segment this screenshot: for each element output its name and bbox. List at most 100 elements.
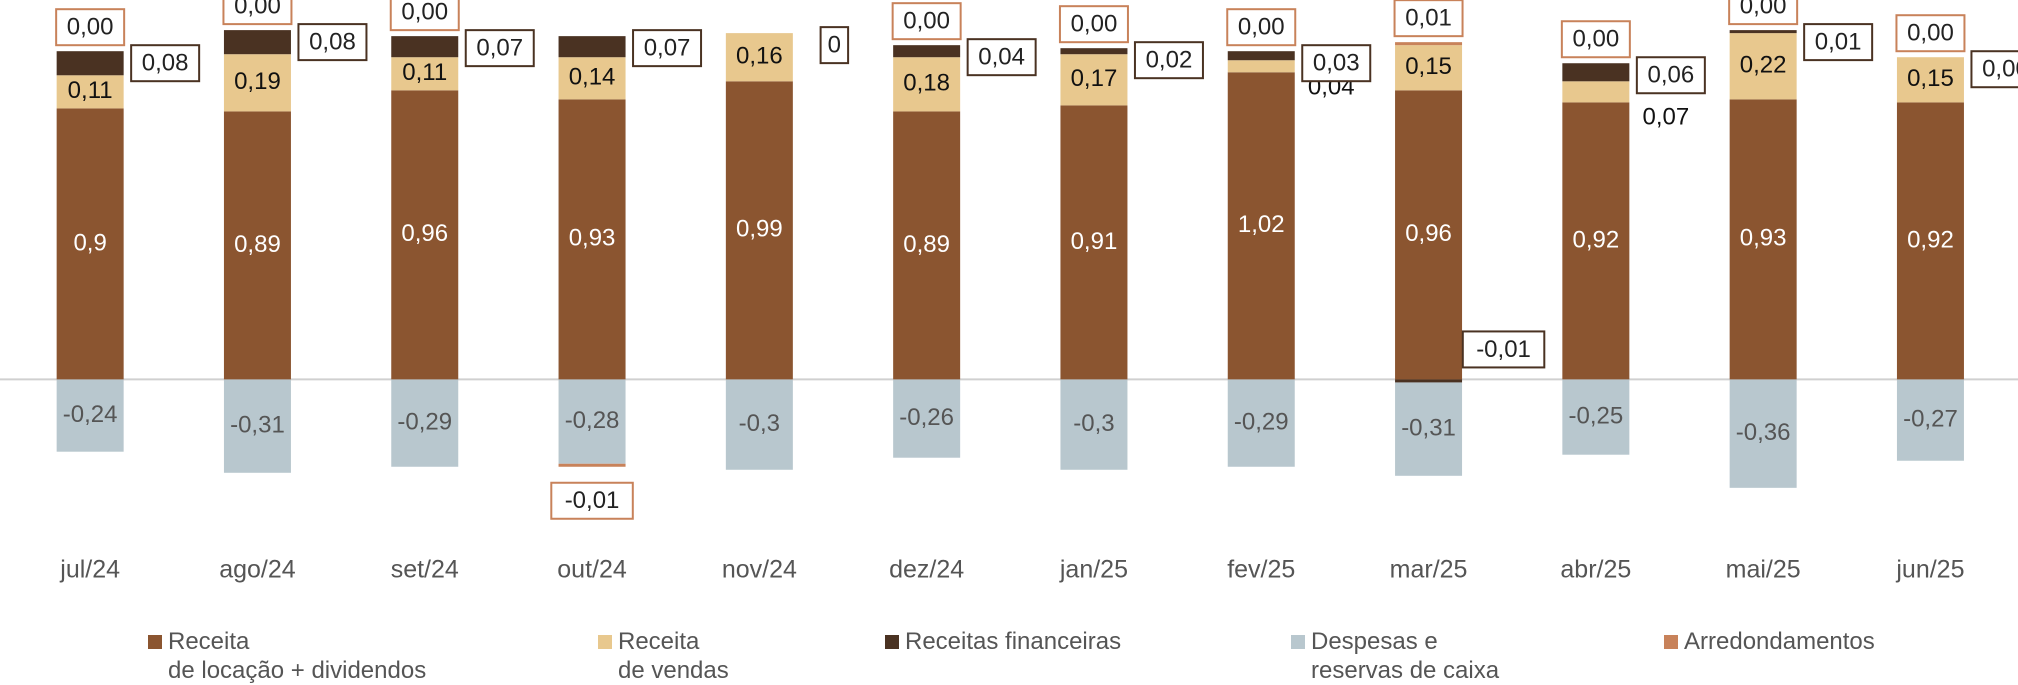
- legend-label: Arredondamentos: [1684, 628, 1875, 655]
- data-label: 0,00: [234, 0, 281, 19]
- legend-label: Receita de vendas: [618, 628, 729, 684]
- data-label: 0,07: [644, 34, 691, 61]
- bar-segment: [1729, 33, 1797, 100]
- bar-segment: [1562, 63, 1630, 82]
- bar-segment: [223, 111, 291, 380]
- label-box: [1301, 44, 1372, 83]
- data-label: 0,18: [903, 70, 950, 97]
- data-label: -0,36: [1736, 419, 1791, 446]
- data-label: 0,22: [1740, 52, 1787, 79]
- data-label: 0,00: [1907, 20, 1954, 47]
- data-label: 0,08: [142, 50, 189, 77]
- label-box: [1635, 56, 1706, 95]
- legend-item: Despesas e reservas de caixa: [1291, 627, 1499, 685]
- data-label: 0,16: [736, 43, 783, 70]
- data-label: -0,01: [565, 487, 620, 514]
- data-label: 0,99: [736, 216, 783, 243]
- legend-swatch: [148, 635, 162, 649]
- label-box: [1970, 50, 2018, 89]
- legend-label: Receita de locação + dividendos: [168, 628, 427, 684]
- data-label: 0,07: [1642, 104, 1689, 131]
- data-label: 0,01: [1405, 5, 1452, 32]
- data-label: 0,03: [1313, 50, 1360, 77]
- label-box: [891, 2, 962, 41]
- x-tick-label: ago/24: [219, 556, 296, 584]
- label-box: [1058, 5, 1129, 44]
- data-label: -0,29: [397, 408, 452, 435]
- data-label: 0,19: [234, 68, 281, 95]
- bar-segment: [1395, 379, 1463, 383]
- bar-segment: [725, 81, 793, 380]
- bar-segment: [1395, 45, 1463, 91]
- data-label: 0,00: [903, 8, 950, 35]
- label-box: [1226, 8, 1297, 47]
- data-label: -0,31: [230, 411, 285, 438]
- bar-segment: [1562, 102, 1630, 380]
- bar-segment: [558, 379, 626, 464]
- label-box: [1728, 0, 1799, 26]
- data-label: -0,31: [1401, 414, 1456, 441]
- bar-segment: [1562, 81, 1630, 103]
- data-label: -0,28: [565, 407, 620, 434]
- x-tick-label: fev/25: [1227, 556, 1295, 584]
- label-box: [1895, 14, 1966, 53]
- label-box: [1803, 23, 1874, 62]
- bar-segment: [558, 463, 626, 467]
- bar-segment: [1729, 30, 1797, 34]
- label-box: [819, 26, 850, 65]
- data-label: 0,96: [401, 220, 448, 247]
- data-label: 0,07: [476, 34, 523, 61]
- legend-swatch: [598, 635, 612, 649]
- label-box: [966, 38, 1037, 77]
- legend-item: Receita de vendas: [598, 627, 729, 685]
- x-tick-label: out/24: [557, 556, 627, 584]
- data-label: 0: [828, 31, 841, 58]
- bar-segment: [391, 36, 459, 58]
- data-label: 0,11: [402, 59, 447, 86]
- bar-segment: [391, 379, 459, 467]
- bar-segment: [893, 111, 961, 380]
- data-label: -0,29: [1234, 408, 1289, 435]
- data-label: 0,91: [1071, 228, 1118, 255]
- bar-segment: [1227, 60, 1295, 73]
- label-box: [632, 29, 703, 68]
- x-tick-label: jul/24: [59, 556, 120, 584]
- data-label: 0,89: [903, 231, 950, 258]
- data-label: 0,11: [68, 77, 113, 104]
- data-label: 0,01: [1815, 28, 1862, 55]
- data-label: 0,92: [1572, 226, 1619, 253]
- legend-swatch: [1291, 635, 1305, 649]
- x-tick-label: nov/24: [722, 556, 797, 584]
- data-label: 0,02: [1146, 47, 1193, 74]
- data-label: 0,08: [309, 28, 356, 55]
- x-tick-label: jan/25: [1059, 556, 1128, 584]
- bar-segment: [1896, 57, 1964, 103]
- label-box: [389, 0, 460, 32]
- data-label: 0,14: [569, 64, 616, 91]
- legend-label: Receitas financeiras: [905, 628, 1122, 655]
- data-label: 0,00: [1572, 26, 1619, 53]
- label-box: [297, 23, 368, 62]
- legend-label: Despesas e reservas de caixa: [1311, 628, 1500, 684]
- x-tick-label: abr/25: [1560, 556, 1631, 584]
- bar-segment: [1227, 72, 1295, 380]
- bar-segment: [223, 379, 291, 473]
- x-tick-label: mai/25: [1726, 556, 1801, 584]
- label-box: [1560, 20, 1631, 59]
- x-tick-label: mar/25: [1390, 556, 1468, 584]
- label-box: [222, 0, 293, 26]
- bar-segment: [1060, 48, 1128, 55]
- legend-item: Receitas financeiras: [885, 627, 1121, 656]
- bar-segment: [725, 33, 793, 82]
- bar-segment: [1896, 102, 1964, 380]
- data-label: -0,25: [1568, 402, 1623, 429]
- bar-segment: [391, 57, 459, 91]
- legend-swatch: [1664, 635, 1678, 649]
- bar-segment: [893, 379, 961, 458]
- bar-segment: [1060, 379, 1128, 470]
- bar-segment: [1729, 379, 1797, 488]
- bar-segment: [558, 99, 626, 380]
- data-label: 0,15: [1405, 53, 1452, 80]
- bar-segment: [1395, 90, 1463, 380]
- bar-segment: [1227, 379, 1295, 467]
